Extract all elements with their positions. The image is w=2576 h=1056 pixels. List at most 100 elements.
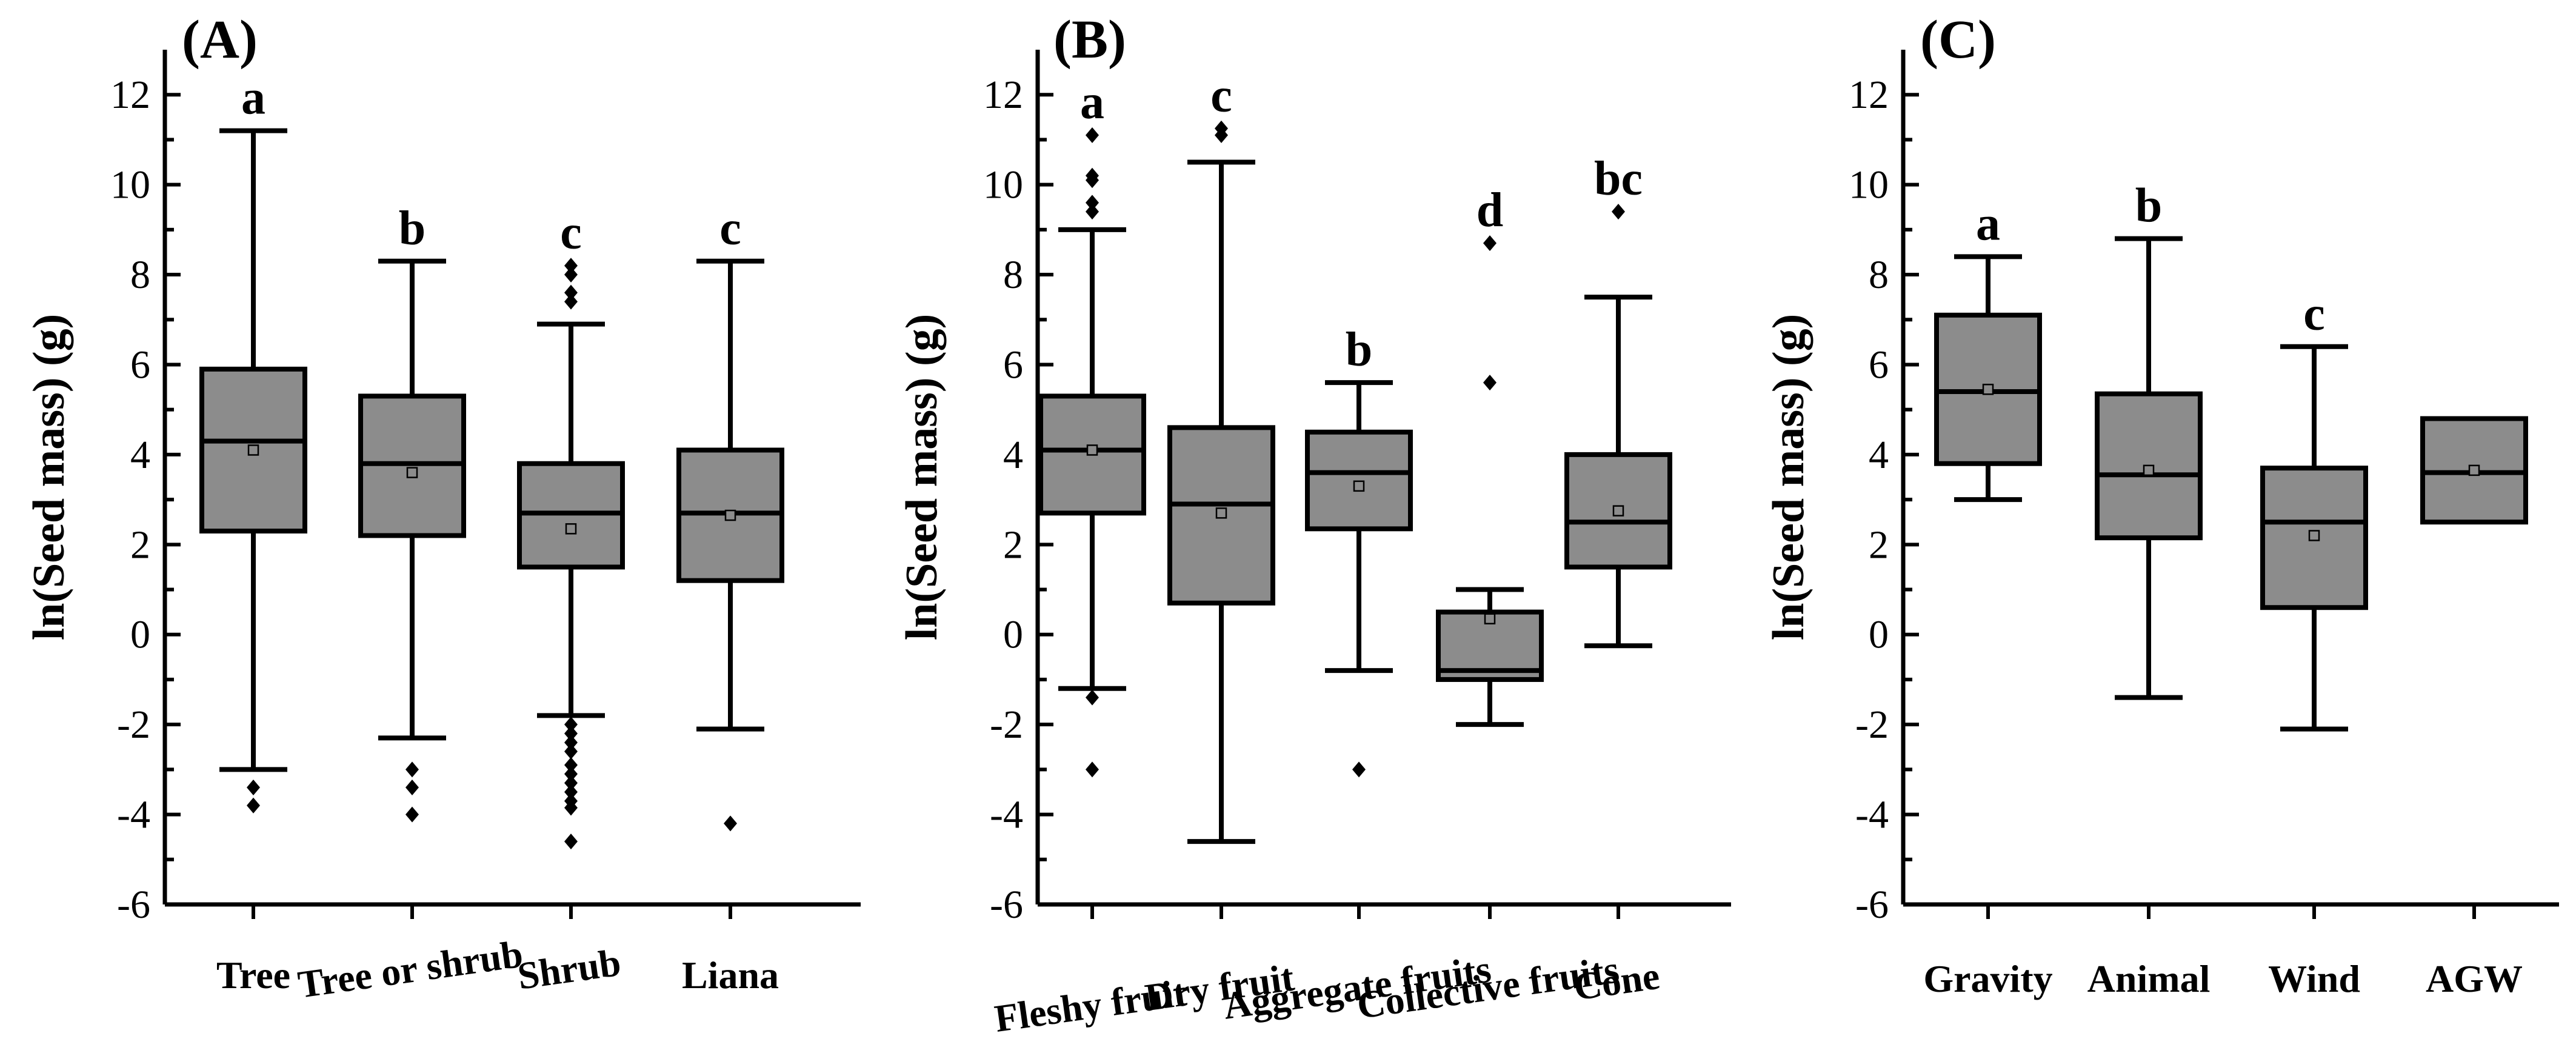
- mean-marker: [2308, 530, 2320, 541]
- outlier-point: [405, 806, 419, 823]
- panel-a-ytick-label: 10: [110, 163, 150, 207]
- panel-c-ytick-label: -2: [1855, 703, 1889, 747]
- category-label: Animal: [2087, 957, 2211, 1000]
- panel-b-ytick-label: 0: [1003, 613, 1023, 657]
- panel-b-label: (B): [1053, 10, 1126, 70]
- panel-c-box-1: b Animal: [2087, 179, 2211, 1000]
- mean-marker: [2468, 464, 2480, 476]
- outlier-point: [1086, 761, 1099, 778]
- mean-marker: [1484, 613, 1496, 625]
- panel-a-ytick-label: 6: [130, 343, 150, 387]
- significance-letter: bc: [1594, 152, 1643, 206]
- panel-a-ytick-label: 8: [130, 253, 150, 297]
- mean-marker: [1215, 507, 1227, 519]
- panel-c-label: (C): [1920, 10, 1996, 70]
- mean-marker: [1612, 505, 1624, 516]
- panel-a-ytick-label: 0: [130, 613, 150, 657]
- outlier-point: [564, 834, 578, 850]
- panel-a-box-1: b Tree or shrub: [295, 202, 526, 1006]
- outlier-point: [1086, 195, 1099, 211]
- panel-a-box-0: a Tree: [199, 72, 307, 997]
- panel-c-ytick-label: -4: [1855, 793, 1889, 837]
- category-label: Shrub: [515, 941, 624, 998]
- iqr-box: [1305, 429, 1413, 532]
- panel-a-ytick-label: -2: [117, 703, 150, 747]
- significance-letter: c: [560, 206, 582, 259]
- panel-c-ytick-label: 2: [1869, 523, 1889, 567]
- panel-c-ylabel: ln(Seed mass) (g): [1764, 314, 1814, 641]
- panel-b-ytick-label: 6: [1003, 343, 1023, 387]
- significance-letter: a: [1080, 76, 1104, 129]
- outlier-point: [564, 734, 578, 750]
- mean-marker: [1982, 384, 1994, 395]
- panel-b-ylabel: ln(Seed mass) (g): [897, 314, 947, 641]
- panel-b-ytick-label: -2: [990, 703, 1023, 747]
- significance-letter: c: [719, 202, 741, 255]
- panel-c-ytick-label: 0: [1869, 613, 1889, 657]
- category-label: Liana: [682, 954, 779, 997]
- significance-letter: a: [241, 72, 265, 125]
- panel-a-box-3: c Liana: [676, 202, 784, 997]
- mean-marker: [565, 523, 577, 535]
- outlier-point: [1086, 167, 1099, 184]
- outlier-point: [1086, 204, 1099, 220]
- panel-c-ytick-label: 6: [1869, 343, 1889, 387]
- panel-c-box-3: AGW: [2420, 416, 2528, 1000]
- panel-b-ytick-label: 8: [1003, 253, 1023, 297]
- outlier-point: [1086, 689, 1099, 706]
- outlier-point: [564, 717, 578, 733]
- outlier-point: [1086, 127, 1099, 143]
- panel-c-ytick-label: 4: [1869, 433, 1889, 477]
- outlier-point: [1612, 204, 1625, 220]
- panel-c-ytick-label: 10: [1849, 163, 1889, 207]
- panel-a-label: (A): [182, 10, 258, 70]
- outlier-point: [405, 780, 419, 796]
- outlier-point: [247, 797, 260, 814]
- outlier-point: [564, 293, 578, 310]
- outlier-point: [564, 757, 578, 773]
- panel-a-ylabel: ln(Seed mass) (g): [24, 314, 74, 641]
- outlier-point: [405, 761, 419, 778]
- iqr-box: [2260, 466, 2368, 610]
- panel-a-ytick-label: -4: [117, 793, 150, 837]
- significance-letter: b: [399, 202, 426, 255]
- category-label: Gravity: [1923, 957, 2052, 1000]
- panel-a-ytick-label: 2: [130, 523, 150, 567]
- panel-a-ytick-label: 4: [130, 433, 150, 477]
- outlier-point: [564, 784, 578, 800]
- panel-c-box-2: c Wind: [2260, 287, 2368, 1000]
- outlier-point: [564, 284, 578, 301]
- outlier-point: [564, 258, 578, 274]
- outlier-point: [564, 743, 578, 760]
- panel-b-ytick-label: 10: [983, 163, 1023, 207]
- category-label: Tree: [216, 954, 290, 997]
- outlier-point: [1215, 120, 1228, 136]
- mean-marker: [1086, 444, 1098, 456]
- significance-letter: c: [2303, 287, 2325, 341]
- outlier-point: [564, 726, 578, 741]
- panel-b-ytick-label: -4: [990, 793, 1023, 837]
- significance-letter: b: [1346, 323, 1373, 376]
- outlier-point: [564, 766, 578, 782]
- significance-letter: c: [1210, 69, 1232, 122]
- category-label: Wind: [2268, 957, 2360, 1000]
- panel-a-box-2: c Shrub: [515, 206, 625, 998]
- panel-c: (C) -6 -4 -2 0 2 4 6 8 10 12 ln(Seed mass) (g) a Grav…: [1764, 10, 2559, 1000]
- significance-letter: a: [1976, 197, 2000, 250]
- panel-a: (A) -6 -4 -2 0 2 4 6 8 10 12 ln(Seed mass) (g) a Tree…: [24, 10, 861, 1006]
- mean-marker: [724, 509, 736, 521]
- panel-b-ytick-label: 12: [983, 73, 1023, 117]
- panel-c-ytick-label: -6: [1855, 883, 1889, 927]
- category-label: AGW: [2426, 957, 2523, 1000]
- panel-a-ytick-label: -6: [117, 883, 150, 927]
- outlier-point: [564, 800, 578, 816]
- significance-letter: d: [1477, 184, 1504, 237]
- panel-b-ytick-label: 2: [1003, 523, 1023, 567]
- outlier-point: [247, 780, 260, 796]
- outlier-point: [1483, 235, 1497, 252]
- outlier-point: [564, 267, 578, 283]
